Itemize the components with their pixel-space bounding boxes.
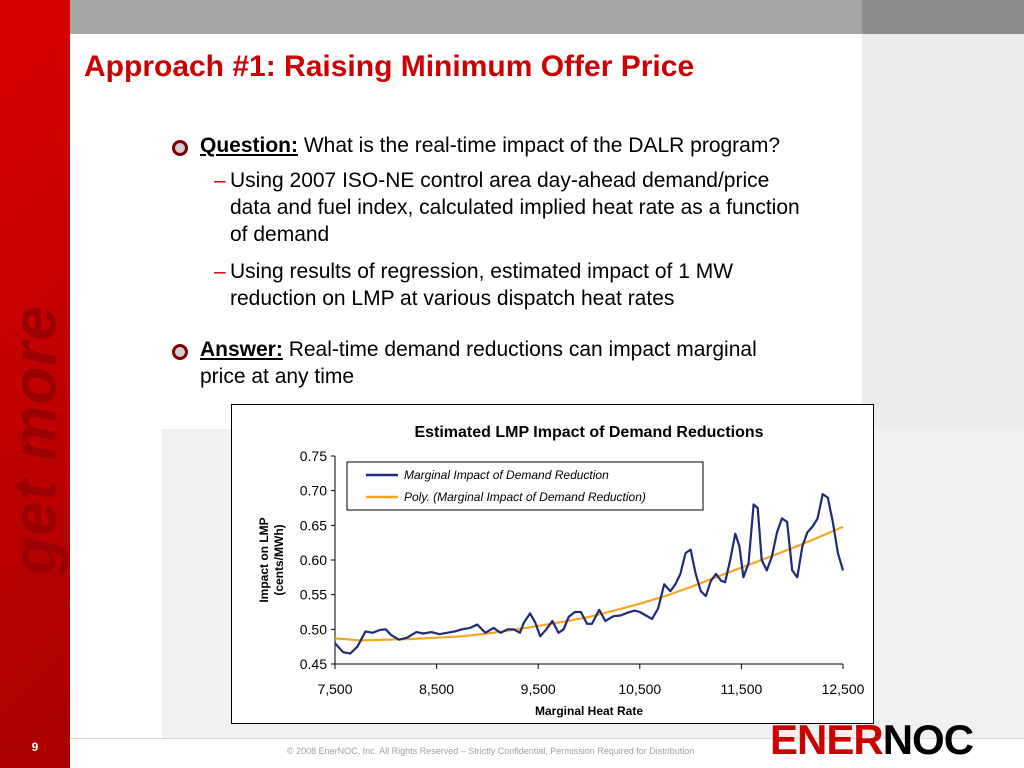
sub-bullet-line: Using 2007 ISO-NE control area day-ahead…	[230, 169, 770, 192]
bullet-question: Question: What is the real-time impact o…	[200, 132, 780, 159]
x-tick-label: 8,500	[419, 681, 454, 697]
series-line	[334, 492, 845, 655]
bullet-icon	[172, 140, 188, 156]
bullet-keyword: Question:	[200, 134, 298, 157]
bullet-text-line: price at any time	[200, 365, 355, 388]
y-tick-label: 0.60	[300, 552, 327, 568]
series-line	[334, 525, 844, 642]
bullet-text: What is the real-time impact of the DALR…	[298, 134, 781, 157]
logo-part: NOC	[882, 716, 974, 763]
footer-divider	[70, 738, 1024, 739]
logo-part: ENER	[770, 716, 884, 763]
bullet-text: Real-time demand reductions can impact m…	[282, 338, 757, 361]
bullet-keyword: Answer:	[200, 338, 283, 361]
x-tick-label: 7,500	[317, 681, 352, 697]
chart-svg: Estimated LMP Impact of Demand Reduction…	[257, 424, 865, 718]
y-tick-label: 0.65	[300, 517, 327, 533]
side-slogan: get more	[0, 305, 70, 575]
sub-bullet-line: data and fuel index, calculated implied …	[230, 196, 800, 219]
sub-bullet-regression: Using results of regression, estimated i…	[230, 258, 733, 312]
x-axis-label: Marginal Heat Rate	[535, 704, 643, 718]
top-gray-bar-accent	[862, 0, 1024, 34]
x-tick-label: 11,500	[721, 681, 763, 697]
background-gray-block	[862, 34, 1024, 429]
footer-copyright: © 2008 EnerNOC, Inc. All Rights Reserved…	[287, 746, 695, 756]
slide-number: 9	[31, 740, 39, 754]
sub-bullet-line: reduction on LMP at various dispatch hea…	[230, 287, 675, 310]
y-axis-label-line: Impact on LMP	[257, 517, 271, 602]
left-red-band	[0, 0, 70, 768]
chart: Estimated LMP Impact of Demand Reduction…	[231, 404, 874, 724]
legend-label: Poly. (Marginal Impact of Demand Reducti…	[404, 490, 646, 504]
chart-legend	[346, 461, 704, 511]
x-tick-label: 12,500	[822, 681, 865, 697]
y-tick-label: 0.55	[300, 587, 327, 603]
y-axis-label-line: (cents/MWh)	[272, 524, 286, 595]
legend-label: Marginal Impact of Demand Reduction	[404, 468, 609, 482]
bullet-answer: Answer: Real-time demand reductions can …	[200, 336, 757, 390]
bullet-icon	[172, 344, 188, 360]
sub-bullet-heat-rate: Using 2007 ISO-NE control area day-ahead…	[230, 167, 800, 248]
sub-bullet-dash: –	[214, 260, 226, 283]
enernoc-logo: ENERNOC	[770, 716, 974, 764]
y-tick-label: 0.75	[300, 448, 327, 464]
slide-title: Approach #1: Raising Minimum Offer Price	[84, 50, 695, 83]
y-tick-label: 0.45	[300, 656, 327, 672]
sub-bullet-line: of demand	[230, 223, 330, 246]
x-tick-label: 10,500	[618, 681, 661, 697]
x-tick-label: 9,500	[521, 681, 556, 697]
chart-title: Estimated LMP Impact of Demand Reduction…	[414, 424, 763, 441]
y-axis-label: Impact on LMP(cents/MWh)	[257, 517, 286, 602]
sub-bullet-dash: –	[214, 169, 226, 192]
y-tick-label: 0.50	[300, 621, 327, 637]
sub-bullet-line: Using results of regression, estimated i…	[230, 260, 734, 283]
y-tick-label: 0.70	[300, 483, 327, 499]
